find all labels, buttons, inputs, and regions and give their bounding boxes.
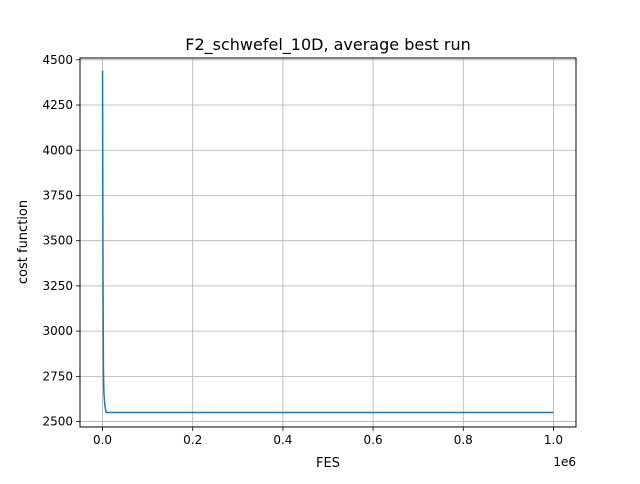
grid-lines [80,58,576,427]
x-tick-label: 0.4 [273,433,292,447]
series-line-0 [101,70,554,414]
y-axis-ticks: 2500 2750 3000 3250 3500 3750 4000 4250 4500 [42,53,80,429]
series-layer [101,70,554,414]
x-tick-label: 0.8 [454,433,473,447]
y-tick-label: 2500 [42,415,73,429]
x-tick-label: 1.0 [544,433,563,447]
x-tick-label: 0.0 [93,433,112,447]
chart-title: F2_schwefel_10D, average best run [185,35,471,55]
y-tick-label: 3000 [42,324,73,338]
y-tick-label: 2750 [42,369,73,383]
axes-frame [79,57,577,428]
y-tick-label: 4000 [42,143,73,157]
x-axis-offset-label: 1e6 [553,455,576,469]
y-tick-label: 3250 [42,279,73,293]
y-tick-label: 4500 [42,53,73,67]
x-tick-label: 0.2 [183,433,202,447]
x-axis-ticks: 0.0 0.2 0.4 0.6 0.8 1.0 [93,427,563,447]
x-axis-label: FES [316,456,340,471]
y-tick-label: 4250 [42,98,73,112]
y-tick-label: 3500 [42,234,73,248]
y-tick-label: 3750 [42,188,73,202]
x-tick-label: 0.6 [364,433,383,447]
y-axis-label: cost function [16,200,31,284]
